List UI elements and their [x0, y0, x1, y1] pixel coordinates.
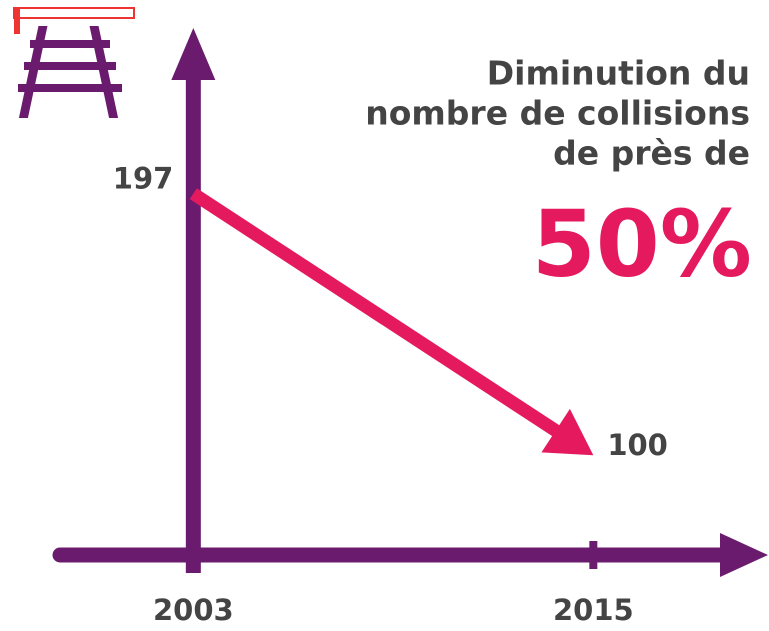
title-line: Diminution du [487, 54, 750, 93]
x-axis-arrow [720, 533, 768, 577]
arrow-head [541, 408, 594, 456]
title-line: nombre de collisions [365, 94, 750, 133]
title-line: de près de [553, 134, 750, 173]
highlight: 50% [532, 190, 752, 297]
line [189, 188, 572, 445]
data-label: 197 [113, 162, 174, 196]
x-tick-label: 2003 [153, 593, 234, 627]
data-label: 100 [607, 428, 668, 462]
rail-icon [13, 7, 135, 118]
x-tick-label: 2015 [553, 593, 634, 627]
y-axis-arrow [171, 28, 216, 80]
